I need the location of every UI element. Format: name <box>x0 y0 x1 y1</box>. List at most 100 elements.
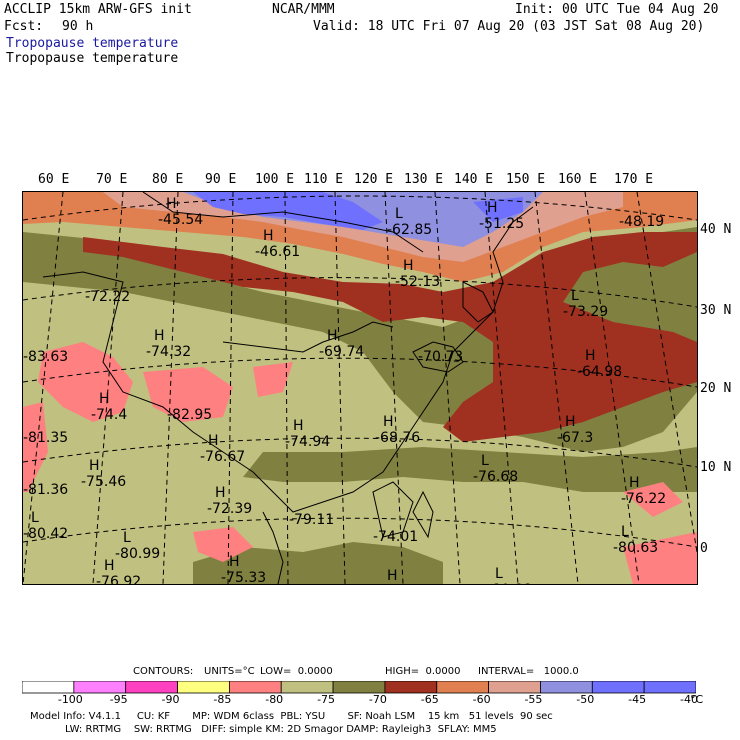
map-label-value: -64.98 <box>577 364 622 380</box>
map-label-value: -72.22 <box>85 289 130 305</box>
colorbar-tick-label: -75 <box>317 693 336 706</box>
field-patch-salmon <box>143 367 233 422</box>
colorbar-tick-label: -45 <box>628 693 647 706</box>
high-label: HIGH= 0.0000 <box>385 666 461 677</box>
lat-label: 0 <box>700 541 708 556</box>
field-patch-salmon <box>23 402 48 492</box>
map-label-letter: L <box>31 510 39 526</box>
map-label-letter: H <box>215 485 226 501</box>
colorbar-tick-label: -60 <box>472 693 491 706</box>
map-label-value: -51.25 <box>479 216 524 232</box>
lat-label: 10 N <box>700 460 732 475</box>
colorbar-swatch <box>73 681 127 694</box>
map-panel: H -45.54 H -46.61 L -62.85 H -51.25 -48.19 H -52.1… <box>22 191 698 585</box>
map-label-letter: L <box>571 288 579 304</box>
init-time: Init: 00 UTC Tue 04 Aug 20 <box>515 2 719 17</box>
map-label-value: -75.33 <box>221 570 266 584</box>
colorbar-swatch <box>384 681 438 694</box>
map-label-letter: H <box>89 458 100 474</box>
model-info-line2: LW: RRTMG SW: RRTMG DIFF: simple KM: 2D … <box>30 724 497 735</box>
map-label-letter: L <box>123 530 131 546</box>
model-info-line1: Model Info: V4.1.1 CU: KF MP: WDM 6class… <box>30 711 553 722</box>
lon-label: 150 E <box>506 172 546 187</box>
contours-label: CONTOURS: <box>133 666 194 677</box>
map-label-value: -67.3 <box>557 430 593 446</box>
lon-label: 170 E <box>614 172 654 187</box>
colorbar-swatch <box>280 681 334 694</box>
map-label-letter: L <box>481 453 489 469</box>
map-label-letter: H <box>585 348 596 364</box>
map-label-value: -80.99 <box>115 546 160 562</box>
colorbar-tick-label: -85 <box>213 693 232 706</box>
colorbar-tick-label: -100 <box>57 693 83 706</box>
field-band-dark-olive-south <box>243 447 697 492</box>
map-label-value: -69.74 <box>319 344 364 360</box>
map-label-value: -74.4 <box>91 407 127 423</box>
graticule <box>23 192 697 584</box>
map-label-value: -45.54 <box>158 212 203 228</box>
field-title-1: Tropopause temperature <box>6 36 179 51</box>
map-label-letter: H <box>104 558 115 574</box>
field-band-brick <box>83 232 697 442</box>
colorbar-tick-label: -65 <box>420 693 439 706</box>
map-label-letter: H <box>166 196 177 212</box>
colorbar-tick-label: -90 <box>161 693 180 706</box>
colorbar-swatch <box>488 681 541 694</box>
colorbar-tick-label: -70 <box>368 693 387 706</box>
map-label-letter: H <box>629 475 640 491</box>
low-label: LOW= 0.0000 <box>260 666 333 677</box>
colorbar-swatch <box>332 681 386 694</box>
map-label-value: -48.19 <box>619 214 664 230</box>
lat-label: 20 N <box>700 381 732 396</box>
colorbar-unit: °C <box>690 693 704 706</box>
lon-label: 90 E <box>205 172 237 187</box>
lon-label: 110 E <box>304 172 344 187</box>
lon-label: 100 E <box>255 172 295 187</box>
valid-time: Valid: 18 UTC Fri 07 Aug 20 (03 JST Sat … <box>313 19 705 34</box>
coastlines <box>42 192 534 584</box>
colorbar-swatch <box>643 681 696 694</box>
map-label-letter: H <box>208 433 219 449</box>
colorbar <box>22 681 696 694</box>
fcst-label: Fcst: <box>4 19 44 34</box>
map-label-value: -76.67 <box>200 449 245 465</box>
map-label-value: -74.01 <box>373 529 418 545</box>
field-patch-salmon <box>193 527 253 562</box>
map-label-value: -81.36 <box>23 482 68 498</box>
colorbar-tick-label: -95 <box>109 693 128 706</box>
map-label-value: -80.63 <box>613 540 658 556</box>
map-label-value: -46.61 <box>255 244 300 260</box>
lat-label: 30 N <box>700 303 732 318</box>
map-label-value: -76.22 <box>621 491 666 507</box>
map-label-letter: H <box>293 418 304 434</box>
map-label-value: -73.29 <box>563 304 608 320</box>
map-label-value: -81.35 <box>23 430 68 446</box>
fcst-value: 90 h <box>62 19 94 34</box>
map-label-letter: L <box>621 524 629 540</box>
model-title: ACCLIP 15km ARW-GFS init <box>4 2 192 17</box>
map-label-value: -83.63 <box>23 349 68 365</box>
lon-label: 140 E <box>454 172 494 187</box>
colorbar-tick-label: -80 <box>265 693 284 706</box>
map-label-value: -80.42 <box>23 526 68 542</box>
map-label-value: -68.76 <box>375 430 420 446</box>
colorbar-tick-label: -50 <box>576 693 595 706</box>
field-band-dark-olive-sw <box>193 542 443 584</box>
map-label-value: -76.92 <box>96 574 141 584</box>
map-label-letter: L <box>395 206 403 222</box>
map-label-value: -72.39 <box>207 501 252 517</box>
tropopause-temperature-map: H-45.54H-46.61L-62.85H-51.25 -48.19H-52.1… <box>23 192 697 584</box>
map-label-letter: L <box>495 566 503 582</box>
map-label-value: -70.73 <box>418 349 463 365</box>
field-patch-salmon <box>623 532 697 584</box>
lat-label: 40 N <box>700 222 732 237</box>
map-label-letter: H <box>487 200 498 216</box>
center-label: NCAR/MMM <box>272 2 335 17</box>
field-patch-salmon <box>253 362 293 397</box>
map-label-value: -80.88 <box>487 582 532 584</box>
lon-label: 130 E <box>404 172 444 187</box>
colorbar-swatch <box>228 681 282 694</box>
colorbar-swatch <box>591 681 645 694</box>
colorbar-swatch <box>22 681 75 694</box>
map-label-value: -62.85 <box>387 222 432 238</box>
